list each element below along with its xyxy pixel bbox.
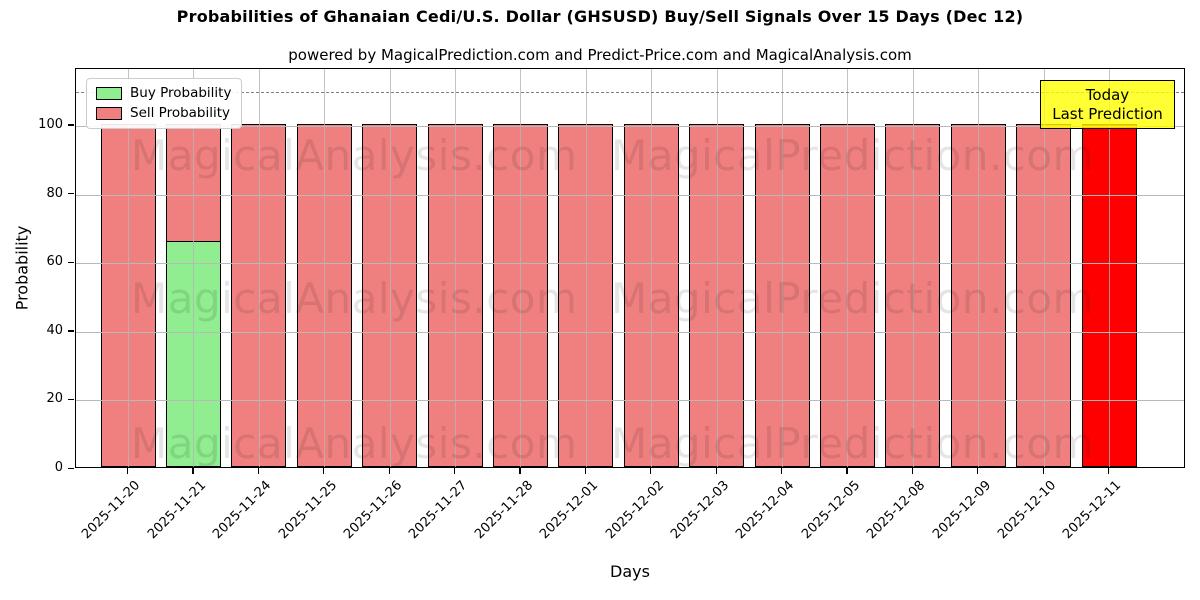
gridline-x-2025-11-20 (128, 69, 129, 467)
y-tick-mark-80 (68, 193, 74, 195)
annotation-line-today: Today (1085, 85, 1130, 104)
x-tick-label-2025-11-20: 2025-11-20 (79, 478, 144, 543)
y-tick-mark-40 (68, 330, 74, 332)
x-tick-label-2025-12-01: 2025-12-01 (537, 478, 602, 543)
plot-area: MagicalAnalysis.comMagicalPrediction.com… (75, 68, 1185, 468)
x-tick-label-2025-11-27: 2025-11-27 (406, 478, 471, 543)
legend-item-1: Sell Probability (96, 106, 231, 121)
legend-swatch-0 (96, 87, 122, 100)
x-axis-title: Days (610, 562, 650, 581)
y-tick-label-100: 100 (38, 116, 63, 132)
y-tick-label-20: 20 (46, 391, 63, 407)
gridline-x-2025-11-24 (258, 69, 260, 467)
x-tick-mark-2025-12-02 (650, 468, 652, 474)
x-tick-label-2025-12-03: 2025-12-03 (668, 478, 733, 543)
x-tick-mark-2025-12-03 (715, 468, 717, 474)
gridline-y-100 (76, 125, 1184, 127)
gridline-x-2025-12-08 (912, 69, 914, 467)
x-tick-label-2025-11-21: 2025-11-21 (144, 478, 210, 543)
gridline-y-20 (76, 400, 1184, 402)
gridline-x-2025-12-02 (651, 69, 653, 467)
gridline-x-2025-12-03 (716, 69, 718, 467)
annotation-line-last-prediction: Last Prediction (1052, 104, 1163, 123)
gridline-x-2025-12-04 (782, 69, 783, 467)
y-tick-label-60: 60 (46, 254, 63, 270)
y-tick-mark-0 (68, 467, 74, 469)
y-tick-mark-60 (68, 261, 74, 263)
chart-title: Probabilities of Ghanaian Cedi/U.S. Doll… (176, 7, 1024, 26)
y-axis-title: Probability (12, 225, 32, 311)
x-tick-mark-2025-11-27 (454, 468, 456, 474)
legend-swatch-1 (96, 107, 122, 120)
x-tick-mark-2025-12-01 (584, 468, 587, 474)
x-tick-mark-2025-11-26 (388, 468, 390, 474)
gridline-y-60 (76, 263, 1184, 265)
x-tick-mark-2025-12-05 (846, 468, 848, 474)
x-tick-mark-2025-12-08 (911, 468, 914, 474)
gridline-y-80 (76, 194, 1184, 196)
x-tick-mark-2025-11-21 (192, 468, 194, 474)
y-tick-mark-100 (68, 124, 74, 126)
y-tick-label-40: 40 (46, 322, 63, 338)
today-annotation-box: Today Last Prediction (1040, 80, 1175, 129)
gridline-x-2025-11-21 (193, 69, 195, 467)
x-tick-mark-2025-12-10 (1042, 468, 1044, 474)
gridline-x-2025-11-25 (324, 69, 326, 467)
gridline-x-2025-11-28 (520, 69, 522, 467)
x-tick-label-2025-12-11: 2025-12-11 (1060, 478, 1125, 543)
gridline-x-2025-12-05 (847, 69, 849, 467)
x-tick-label-2025-11-28: 2025-11-28 (471, 478, 537, 543)
x-tick-label-2025-12-05: 2025-12-05 (798, 478, 864, 543)
chart-subtitle: powered by MagicalPrediction.com and Pre… (288, 46, 912, 64)
threshold-dashed-line (76, 91, 1184, 93)
x-tick-mark-2025-12-09 (977, 468, 979, 474)
x-tick-label-2025-11-24: 2025-11-24 (210, 478, 275, 543)
gridline-y-40 (76, 331, 1184, 333)
gridline-x-2025-12-10 (1043, 69, 1045, 467)
x-tick-label-2025-12-08: 2025-12-08 (864, 478, 929, 543)
x-tick-label-2025-12-04: 2025-12-04 (733, 478, 798, 543)
x-tick-label-2025-12-09: 2025-12-09 (929, 478, 994, 543)
y-tick-label-0: 0 (54, 460, 63, 475)
x-tick-label-2025-11-25: 2025-11-25 (275, 478, 340, 543)
legend-label-0: Buy Probability (130, 85, 232, 101)
gridline-x-2025-12-11 (1109, 69, 1110, 467)
legend-item-0: Buy Probability (96, 86, 231, 101)
x-tick-label-2025-12-10: 2025-12-10 (995, 478, 1060, 543)
gridline-x-2025-11-26 (389, 69, 391, 467)
x-tick-mark-2025-12-11 (1108, 468, 1110, 474)
y-tick-label-80: 80 (46, 185, 63, 201)
gridline-x-2025-12-01 (585, 69, 587, 467)
legend: Buy Probability Sell Probability (86, 78, 243, 129)
x-tick-mark-2025-11-25 (323, 468, 325, 474)
x-tick-mark-2025-12-04 (781, 468, 783, 474)
y-tick-mark-20 (68, 398, 74, 401)
x-tick-label-2025-12-02: 2025-12-02 (602, 478, 667, 543)
x-tick-label-2025-11-26: 2025-11-26 (341, 478, 406, 543)
x-tick-mark-2025-11-24 (257, 468, 260, 474)
x-tick-mark-2025-11-20 (127, 468, 129, 474)
gridline-x-2025-12-09 (978, 69, 980, 467)
gridline-x-2025-11-27 (455, 69, 456, 467)
x-tick-mark-2025-11-28 (519, 468, 521, 474)
legend-label-1: Sell Probability (130, 105, 231, 121)
